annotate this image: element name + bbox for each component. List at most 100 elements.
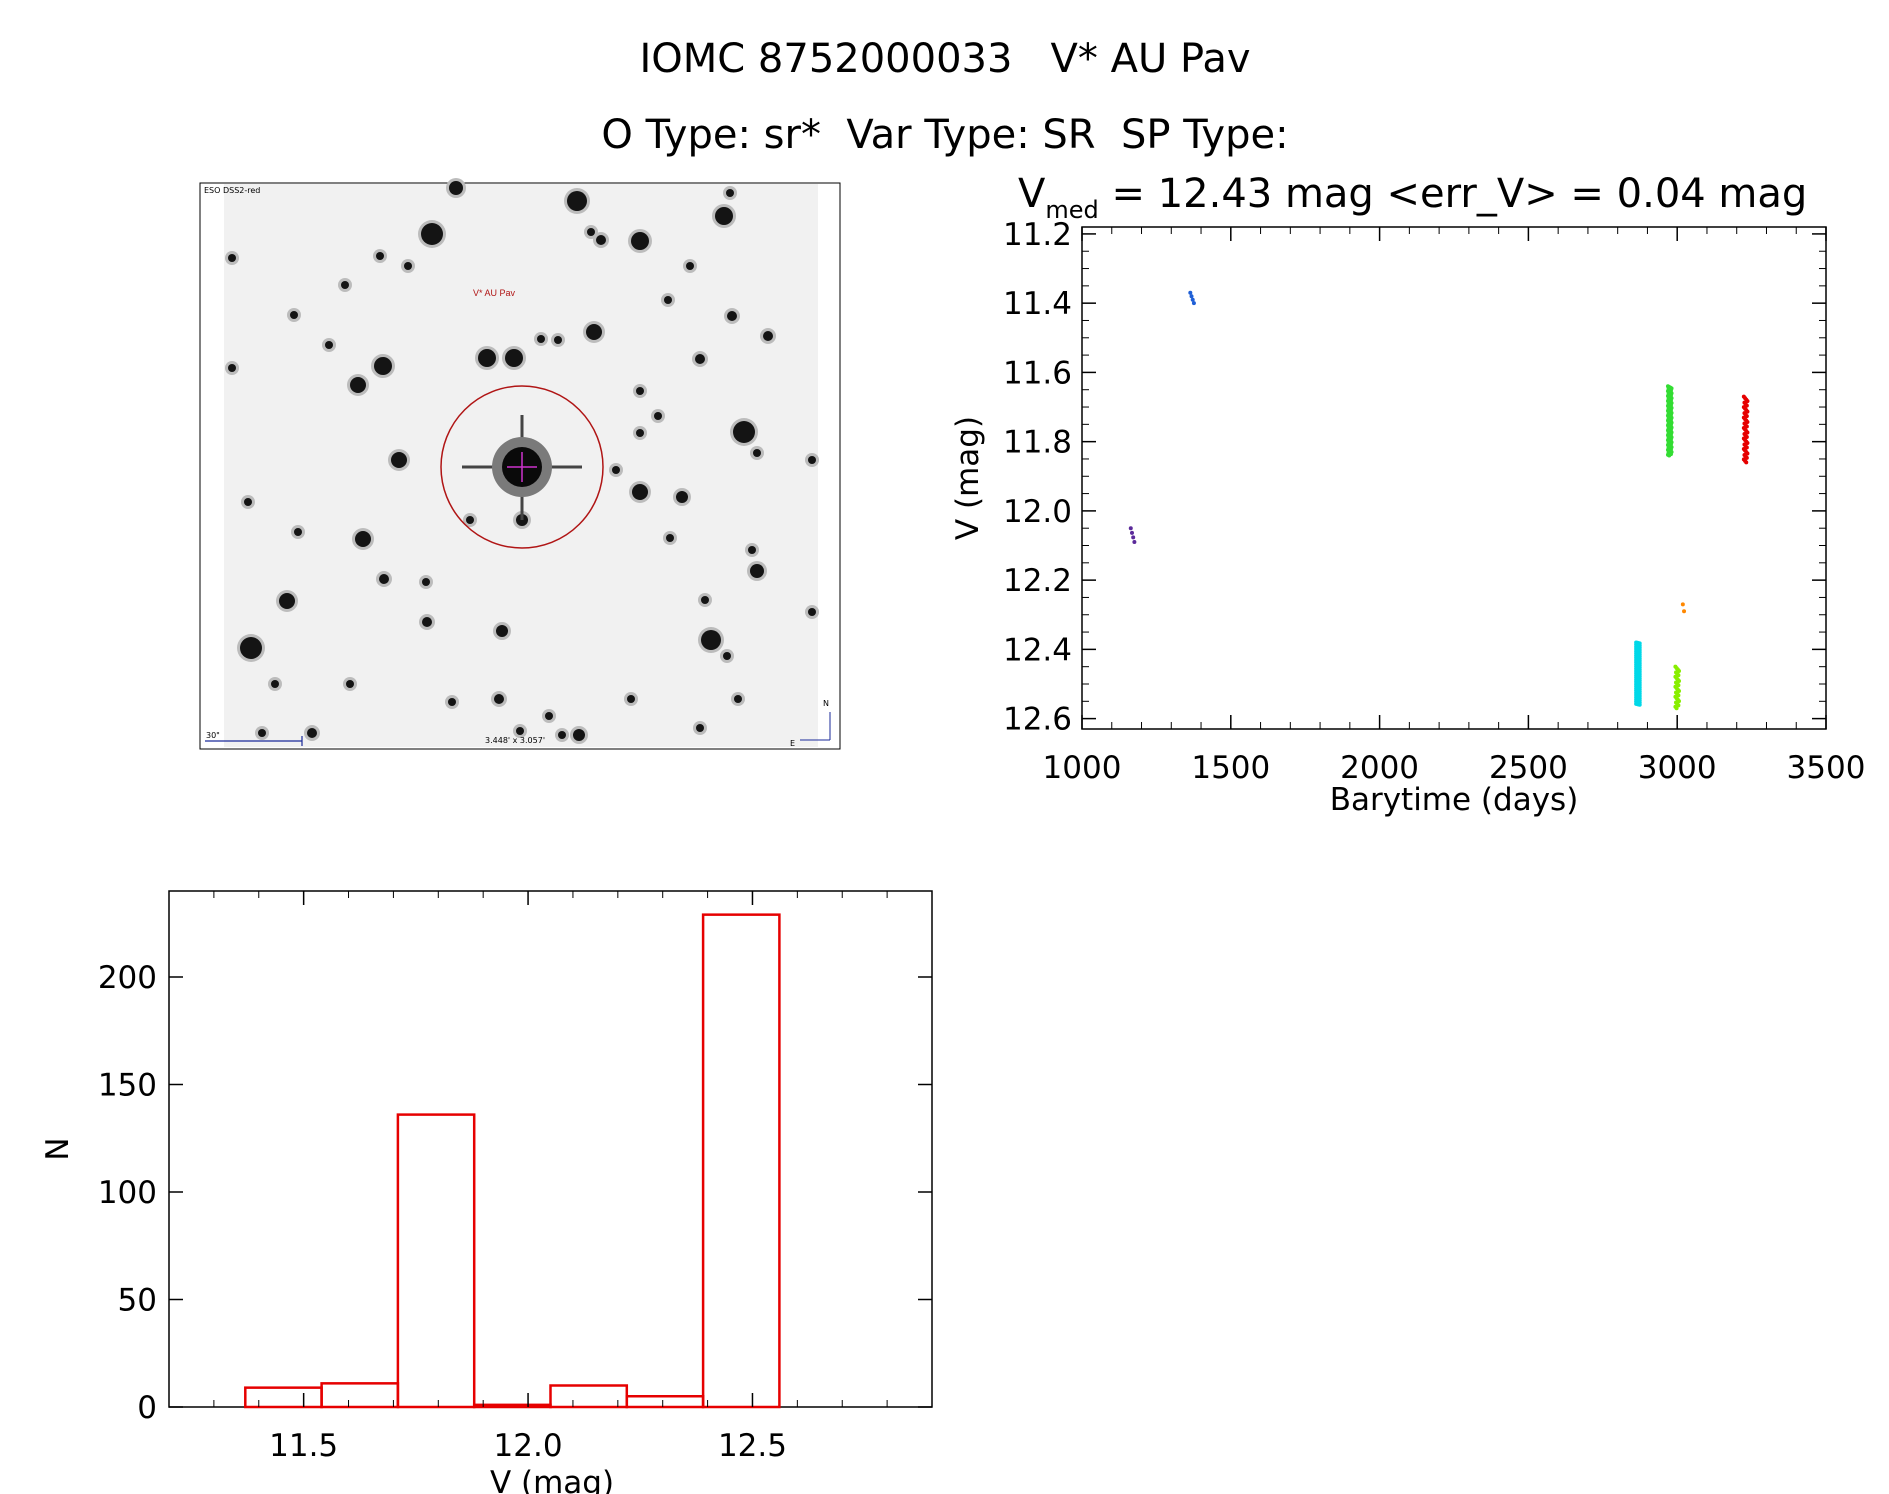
lightcurve-point — [1677, 679, 1681, 684]
finder-scale-label: 30" — [206, 731, 220, 740]
star — [636, 387, 644, 395]
star — [391, 452, 407, 468]
lightcurve-y-tick-label: 11.2 — [1003, 217, 1072, 253]
lightcurve-y-tick-label: 11.6 — [1003, 355, 1072, 391]
histogram-axes-frame — [168, 890, 933, 1408]
lightcurve-stats-label: Vmed = 12.43 mag <err_V> = 0.04 mag — [1018, 171, 1807, 224]
lightcurve-point — [1744, 435, 1749, 440]
star — [448, 698, 456, 706]
histogram-y-tick-label: 100 — [98, 1175, 157, 1211]
star — [734, 695, 742, 703]
lightcurve-x-tick-label: 1500 — [1191, 750, 1270, 786]
lightcurve-point — [1745, 451, 1750, 456]
star — [379, 574, 389, 584]
lightcurve-point — [1744, 424, 1749, 429]
star — [701, 596, 709, 604]
star — [748, 546, 756, 554]
figure-title: IOMC 8752000033 V* AU Pav — [639, 36, 1250, 82]
histogram-plot: 11.5 12.0 12.5 0 50 100 150 200 V (mag) N — [40, 890, 933, 1494]
star — [586, 324, 602, 340]
lightcurve-y-tick-label: 12.0 — [1003, 494, 1072, 530]
lightcurve-y-tick-label: 11.8 — [1003, 425, 1072, 461]
finder-survey-label: ESO DSS2-red — [204, 186, 260, 195]
lightcurve-points — [1128, 290, 1750, 711]
histogram-ticks: 11.5 12.0 12.5 0 50 100 150 200 — [98, 891, 933, 1464]
star — [636, 429, 644, 437]
star — [228, 254, 236, 262]
lightcurve-y-tick-label: 12.6 — [1003, 702, 1072, 738]
star — [228, 364, 236, 372]
star — [715, 207, 733, 225]
lightcurve-y-axis-label: V (mag) — [950, 416, 986, 540]
figure-subtitle: O Type: sr* Var Type: SR SP Type: — [601, 112, 1288, 158]
star — [294, 528, 302, 536]
histogram-bar — [701, 913, 781, 1409]
star — [422, 617, 432, 627]
star — [666, 534, 674, 542]
lightcurve-point — [1744, 403, 1749, 408]
lightcurve-y-tick-label: 12.2 — [1003, 563, 1072, 599]
star — [325, 341, 333, 349]
star — [244, 498, 252, 506]
star — [686, 262, 694, 270]
star — [355, 531, 371, 547]
star — [808, 608, 816, 616]
histogram-y-axis-label: N — [40, 1137, 76, 1160]
lightcurve-point — [1677, 689, 1681, 694]
lightcurve-point — [1682, 609, 1687, 614]
lightcurve-y-tick-label: 11.4 — [1003, 286, 1072, 322]
target-aperture-circle — [440, 385, 604, 549]
star — [750, 564, 764, 578]
lightcurve-point — [1744, 455, 1749, 460]
lightcurve-y-tick-label: 12.4 — [1003, 632, 1072, 668]
star — [664, 296, 672, 304]
lightcurve-point — [1132, 540, 1137, 545]
star — [654, 412, 662, 420]
histogram-x-tick-label: 12.5 — [718, 1428, 787, 1464]
star — [627, 695, 635, 703]
star — [733, 421, 755, 443]
lightcurve-point — [1129, 530, 1134, 535]
stats-value-text: = 12.43 mag <err_V> = 0.04 mag — [1099, 171, 1808, 217]
star — [753, 449, 761, 457]
lightcurve-x-tick-label: 3500 — [1787, 750, 1866, 786]
star — [374, 357, 392, 375]
star — [612, 466, 620, 474]
lightcurve-x-tick-label: 1000 — [1043, 750, 1122, 786]
star — [505, 349, 523, 367]
histogram-y-tick-label: 50 — [118, 1283, 157, 1319]
star — [307, 728, 317, 738]
star — [279, 593, 295, 609]
histogram-x-axis-label: V (mag) — [490, 1465, 614, 1494]
lightcurve-point — [1676, 703, 1681, 708]
histogram-x-tick-label: 11.5 — [269, 1428, 338, 1464]
histogram-bar — [549, 1384, 629, 1409]
histogram-bars — [244, 913, 781, 1409]
star — [727, 311, 737, 321]
lightcurve-ticks: 1000 1500 2000 2500 3000 3500 11.2 11.4 11.6 11.8… — [1003, 217, 1865, 786]
lightcurve-point — [1128, 526, 1133, 531]
stats-v-subscript: med — [1045, 196, 1098, 224]
histogram-bar — [625, 1395, 705, 1409]
lightcurve-point — [1676, 673, 1681, 678]
histogram-y-tick-label: 200 — [98, 960, 157, 996]
lightcurve-point — [1674, 706, 1679, 711]
star — [558, 731, 566, 739]
lightcurve-point — [1744, 414, 1749, 419]
histogram-x-tick-label: 12.0 — [494, 1428, 563, 1464]
star — [545, 712, 553, 720]
star — [376, 252, 384, 260]
lightcurve-point — [1745, 420, 1750, 425]
histogram-y-tick-label: 0 — [137, 1390, 157, 1426]
lightcurve-point — [1744, 445, 1749, 450]
finder-target-label: V* AU Pav — [473, 288, 516, 298]
star — [341, 281, 349, 289]
lightcurve-point — [1188, 290, 1193, 295]
star — [573, 729, 585, 741]
compass-east-label: E — [790, 739, 795, 748]
star — [421, 223, 443, 245]
lightcurve-point — [1677, 668, 1681, 673]
star — [567, 191, 587, 211]
star — [350, 377, 366, 393]
